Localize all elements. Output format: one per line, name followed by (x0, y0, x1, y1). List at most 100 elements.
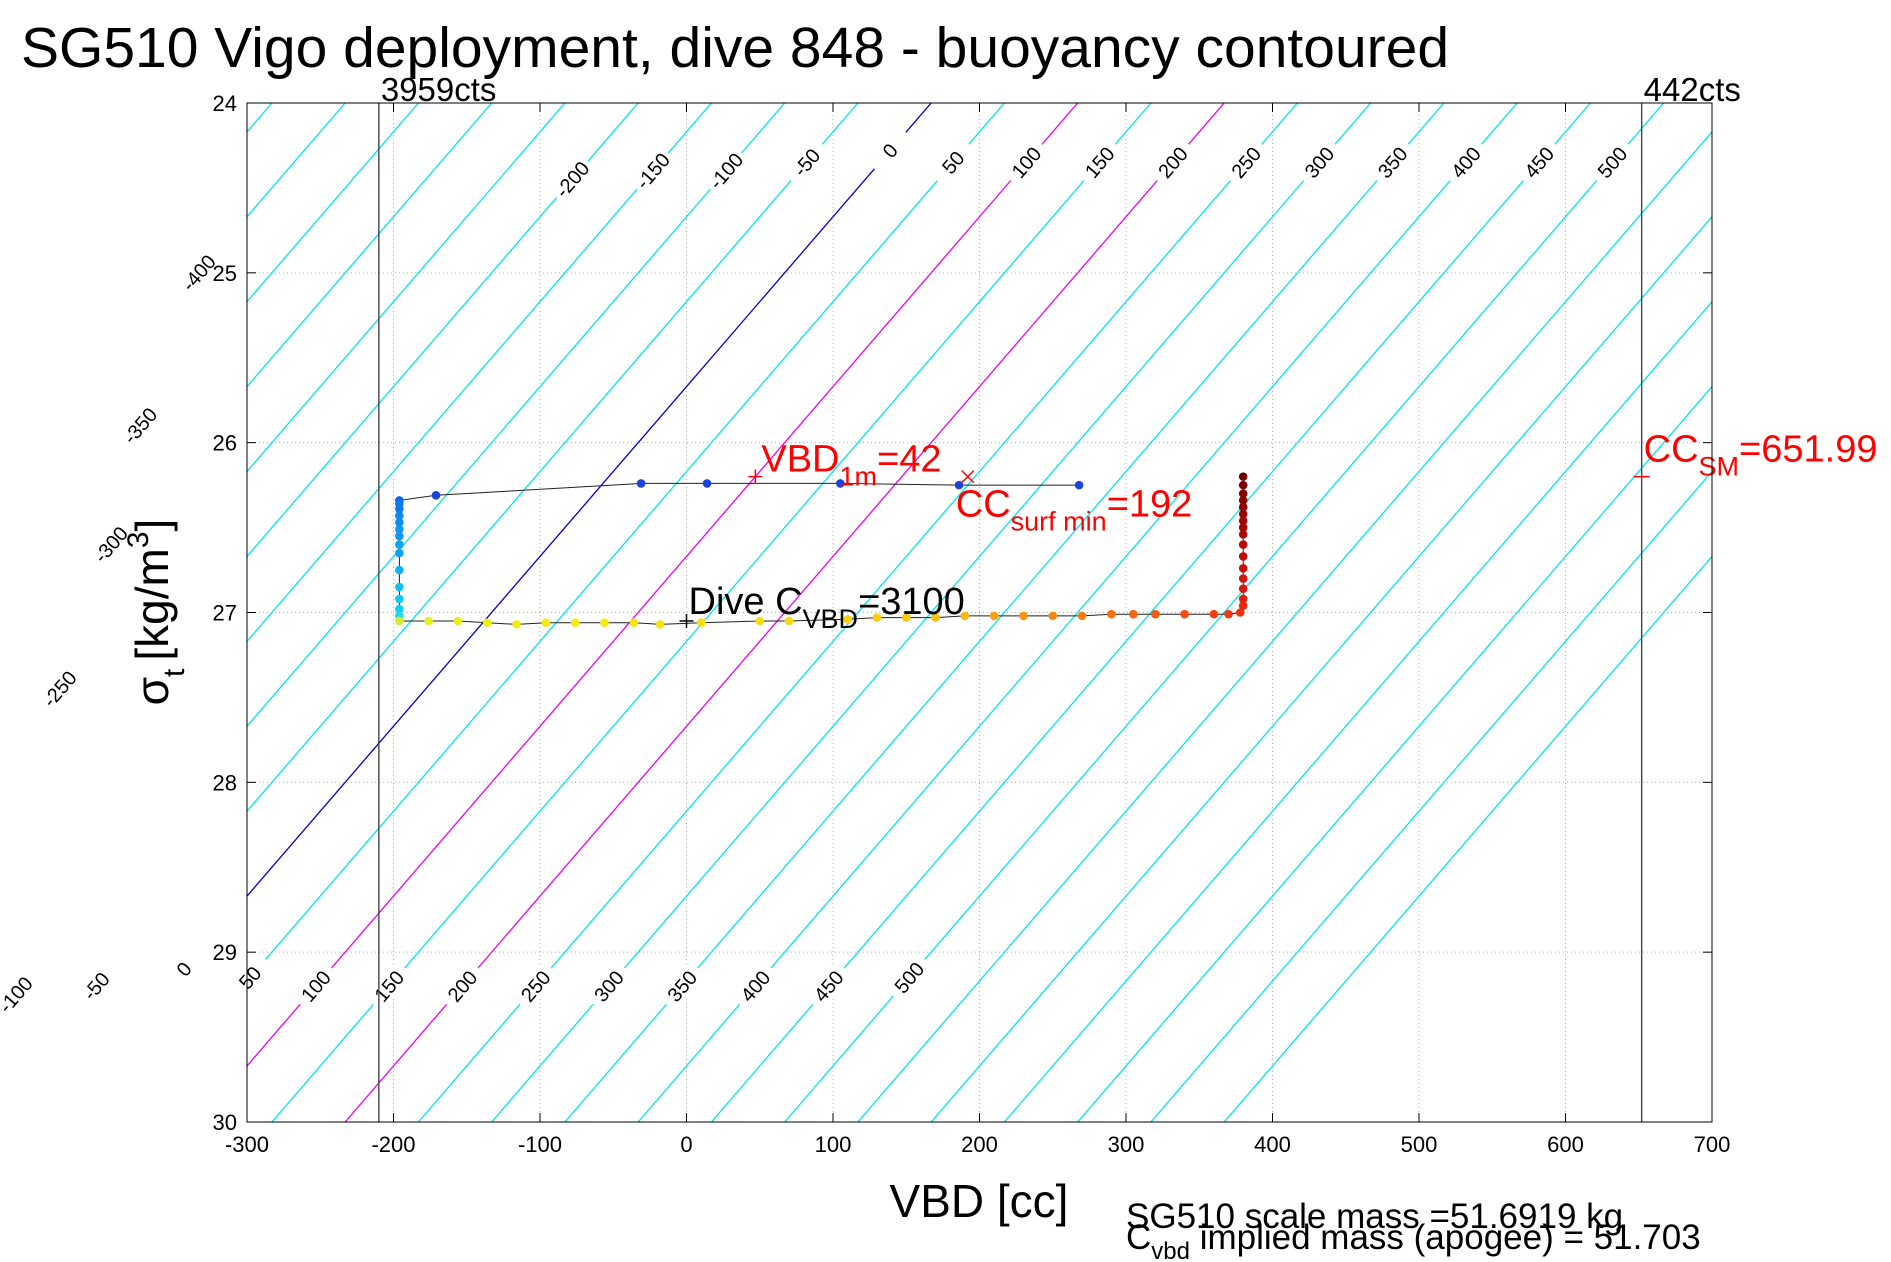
dive-track-point (395, 504, 404, 514)
contour-line (344, 103, 1225, 1122)
annotation-sub: 1m (839, 462, 877, 492)
dive-track-point (784, 616, 794, 626)
dive-track-point (1238, 523, 1248, 532)
x-tick-label: 500 (1401, 1132, 1438, 1157)
dive-track-point (395, 524, 404, 534)
contour-label-bg (116, 400, 165, 452)
annotation-label: VBD1m=42 (761, 439, 941, 492)
contour-line (1223, 555, 1712, 1122)
annotation-label: CCSM=651.99 (1644, 429, 1878, 482)
dive-track-point (395, 518, 404, 527)
contour-label-bg (365, 960, 414, 1012)
y-axis-label-sub: t (158, 668, 191, 677)
y-tick-label: 24 (213, 91, 237, 116)
dive-track-point (696, 618, 706, 627)
dive-track-point (1077, 611, 1087, 621)
contour-label-bg (174, 247, 223, 299)
y-axis-label: σt [kg/m3] (122, 519, 191, 706)
chart-title: SG510 Vigo deployment, dive 848 - buoyan… (21, 16, 1449, 80)
vbd-limit-label: 442cts (1644, 71, 1741, 108)
contour-line (247, 103, 932, 898)
annotation-label: CCsurf min=192 (956, 484, 1193, 537)
contour-label-bg (1441, 137, 1490, 188)
y-tick-label: 25 (213, 261, 237, 286)
dive-track-point (395, 604, 404, 614)
dive-track-point (1238, 480, 1248, 490)
dive-track-point (482, 618, 492, 627)
contour-label-bg (628, 145, 677, 197)
y-axis-label-sup: 3 (122, 531, 155, 548)
contour-label-bg (1222, 137, 1271, 188)
x-tick-label: 400 (1254, 1132, 1291, 1157)
contour-label-bg (885, 952, 934, 1003)
x-tick-label: 300 (1108, 1132, 1145, 1157)
dive-track-point (931, 613, 940, 622)
contour-label-bg (72, 960, 121, 1012)
contour-label-bg (929, 137, 978, 188)
annotation-rest: =192 (1107, 484, 1193, 526)
contour-line (247, 103, 419, 303)
dive-track-point (843, 614, 852, 624)
y-tick-label: 26 (213, 431, 237, 456)
annotation-sub: VBD (803, 604, 859, 634)
contour-label-bg (159, 943, 209, 995)
implied-mass-text: Cvbd implied mass (apogee) = 51.703 (1126, 1218, 1701, 1262)
contour-label-bg (1295, 137, 1344, 188)
annotation-base: Dive C (689, 581, 803, 623)
implied-mass-base: C (1126, 1218, 1151, 1257)
x-tick-label: 700 (1694, 1132, 1731, 1157)
dive-track-point (629, 618, 639, 627)
dive-track-point (570, 618, 580, 627)
dive-track-point (1238, 489, 1248, 498)
dive-track-point (901, 613, 911, 622)
dive-track-point (453, 616, 463, 626)
dive-track-point (1238, 502, 1248, 512)
y-axis-label-close: ] (126, 519, 178, 532)
contour-line (247, 103, 859, 813)
contour-label-bg (511, 960, 560, 1012)
y-axis-label-base: σ (126, 677, 178, 705)
annotation-rest: =42 (877, 439, 941, 481)
dive-track-point (1238, 574, 1248, 583)
dive-track-point (960, 611, 970, 621)
dive-track-point (424, 616, 433, 626)
x-tick-label: -100 (518, 1132, 562, 1157)
contour-line (247, 103, 639, 558)
contour-line (247, 103, 786, 728)
annotation-sub: SM (1699, 452, 1740, 482)
dive-track-point (1238, 564, 1248, 573)
x-tick-label: 200 (961, 1132, 998, 1157)
dive-track-point (541, 618, 551, 627)
contour-line (491, 103, 1372, 1122)
dive-track-point (872, 613, 882, 622)
dive-track-point (395, 548, 404, 558)
contour-label-bg (804, 960, 853, 1012)
contour-label-bg (291, 960, 340, 1012)
dive-track-point (431, 491, 441, 500)
contour-line (247, 103, 712, 643)
dive-track-point (1238, 509, 1248, 519)
dive-track-point (1107, 609, 1116, 619)
contour-label-bg (86, 519, 135, 570)
annotation-sub: surf min (1011, 507, 1107, 537)
implied-mass-rest: implied mass (apogee) = 51.703 (1190, 1218, 1701, 1257)
dive-track-point (512, 620, 521, 629)
contour-line (710, 103, 1591, 1122)
dive-track-point (600, 618, 609, 627)
annotation-rest: =651.99 (1739, 429, 1877, 471)
contour-label-bg (782, 137, 831, 188)
contour-label-bg (1075, 137, 1124, 188)
contour-line (1077, 385, 1712, 1122)
contour-label-bg (1588, 137, 1637, 188)
implied-mass-sub: vbd (1151, 1238, 1190, 1262)
contour-line (247, 103, 566, 473)
contour-line (247, 103, 1005, 983)
dive-track-point (755, 616, 765, 626)
dive-track-point (395, 616, 404, 626)
contour-line (637, 103, 1518, 1122)
contour-label-bg (658, 960, 707, 1012)
dive-track-point (1224, 609, 1233, 619)
dive-track-point (702, 479, 712, 488)
contour-label-bg (548, 154, 597, 205)
contour-line (857, 130, 1712, 1122)
